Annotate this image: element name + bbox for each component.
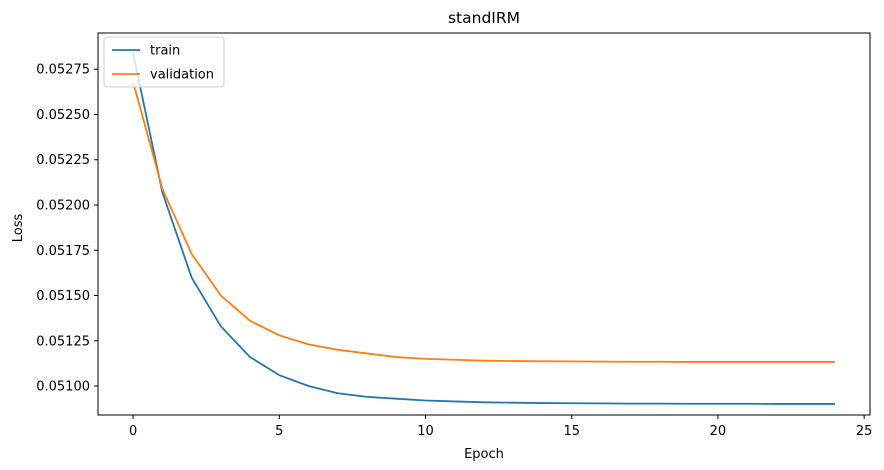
x-tick-label: 5 — [275, 424, 283, 439]
x-tick-label: 20 — [710, 424, 727, 439]
x-tick-label: 15 — [563, 424, 580, 439]
series-line-validation — [132, 81, 835, 363]
x-tick-label: 25 — [856, 424, 873, 439]
y-tick-label: 0.05150 — [36, 289, 90, 304]
series-line-train — [132, 52, 835, 405]
y-tick-label: 0.05100 — [36, 380, 90, 395]
y-tick-label: 0.05225 — [36, 153, 90, 168]
x-axis-ticks: 0 5 10 15 20 25 — [129, 415, 872, 439]
x-axis-title: Epoch — [464, 447, 504, 462]
legend: train validation — [103, 36, 225, 88]
y-axis-ticks: 0.05100 0.05125 0.05150 0.05175 0.05200 0.052… — [36, 63, 98, 395]
y-tick-label: 0.05250 — [36, 108, 90, 123]
x-tick-label: 10 — [417, 424, 434, 439]
plot-frame — [97, 32, 871, 416]
y-tick-label: 0.05175 — [36, 244, 90, 259]
x-tick-label: 0 — [129, 424, 137, 439]
legend-label: train — [150, 44, 180, 59]
chart-title: standIRM — [448, 9, 520, 27]
y-tick-label: 0.05125 — [36, 334, 90, 349]
legend-label: validation — [150, 68, 214, 83]
series-layer — [132, 52, 835, 405]
y-axis-title: Loss — [11, 214, 26, 243]
y-tick-label: 0.05200 — [36, 198, 90, 213]
y-tick-label: 0.05275 — [36, 63, 90, 78]
